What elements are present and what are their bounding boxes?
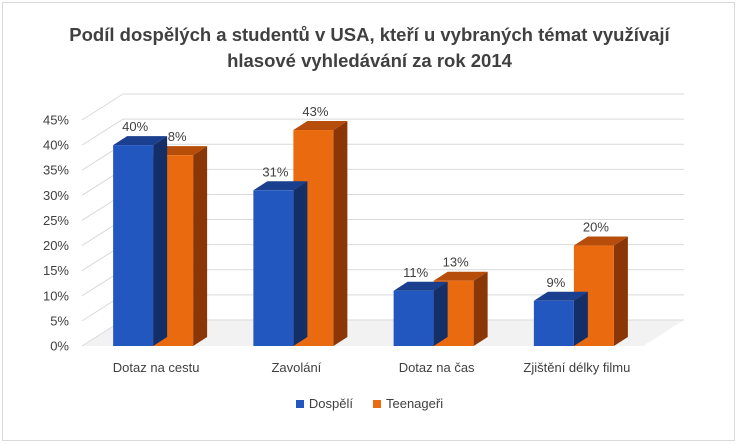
data-label-dosp-l--0: 40% bbox=[122, 119, 148, 134]
bar-top-dosp-l--3 bbox=[533, 291, 588, 301]
data-label-teenage-i-0: 8% bbox=[168, 129, 187, 144]
y-tick-label: 0% bbox=[50, 339, 69, 354]
chart-title-line-2: hlasové vyhledávání za rok 2014 bbox=[227, 50, 512, 71]
bar-side-teenage-i-1 bbox=[333, 121, 348, 347]
bar-side-dosp-l--0 bbox=[153, 136, 168, 346]
chart-title: Podíl dospělých a studentů v USA, kteří … bbox=[0, 22, 739, 74]
legend-item-dospeli: Dospělí bbox=[295, 396, 353, 411]
bar-side-teenage-i-3 bbox=[613, 236, 628, 346]
bar-side-teenage-i-0 bbox=[193, 146, 208, 346]
y-tick-label: 5% bbox=[50, 313, 69, 328]
gridline-side-8 bbox=[81, 118, 124, 146]
legend-label-teenageri: Teenageři bbox=[385, 396, 444, 411]
chart-title-line-1: Podíl dospělých a studentů v USA, kteří … bbox=[69, 24, 670, 45]
bar-side-dosp-l--2 bbox=[433, 281, 448, 346]
y-tick-label: 25% bbox=[43, 213, 69, 228]
data-label-teenage-i-3: 20% bbox=[583, 220, 609, 235]
bar-top-teenage-i-1 bbox=[293, 121, 348, 131]
y-tick-label: 30% bbox=[43, 188, 69, 203]
y-tick-label: 10% bbox=[43, 288, 69, 303]
data-label-teenage-i-2: 13% bbox=[443, 255, 469, 270]
legend-swatch-teenageri bbox=[372, 399, 381, 408]
bar-top-teenage-i-3 bbox=[573, 236, 628, 246]
legend-item-teenageri: Teenageři bbox=[372, 396, 444, 411]
y-tick-label: 15% bbox=[43, 263, 69, 278]
bar-side-teenage-i-2 bbox=[473, 271, 488, 346]
x-category-label: Dotaz na cestu bbox=[113, 360, 200, 375]
y-tick-label: 40% bbox=[43, 138, 69, 153]
data-label-dosp-l--3: 9% bbox=[546, 275, 565, 290]
chart-legend: Dospělí Teenageři bbox=[0, 396, 739, 411]
bar-dosp-l--1 bbox=[253, 190, 294, 346]
x-category-label: Dotaz na čas bbox=[399, 360, 475, 375]
bar-top-teenage-i-2 bbox=[433, 271, 488, 281]
x-category-label: Zjištění délky filmu bbox=[523, 360, 630, 375]
bar-side-dosp-l--1 bbox=[293, 181, 308, 346]
x-category-label: Zavolání bbox=[271, 360, 321, 375]
y-tick-label: 20% bbox=[43, 238, 69, 253]
bar-top-dosp-l--1 bbox=[253, 181, 308, 191]
bar-dosp-l--0 bbox=[113, 145, 154, 346]
bar-top-dosp-l--2 bbox=[393, 281, 448, 291]
legend-label-dospeli: Dospělí bbox=[308, 396, 353, 411]
y-tick-label: 45% bbox=[43, 113, 69, 128]
bar-dosp-l--3 bbox=[533, 300, 574, 346]
gridline-side-9 bbox=[81, 93, 124, 121]
data-label-teenage-i-1: 43% bbox=[302, 104, 328, 119]
chart-floor bbox=[82, 320, 684, 346]
data-label-dosp-l--2: 11% bbox=[403, 265, 428, 280]
bar-top-dosp-l--0 bbox=[113, 136, 168, 146]
bar-dosp-l--2 bbox=[393, 290, 434, 346]
y-tick-label: 35% bbox=[43, 163, 69, 178]
data-label-dosp-l--1: 31% bbox=[262, 164, 288, 179]
bar-side-dosp-l--3 bbox=[573, 291, 588, 346]
legend-swatch-dospeli bbox=[295, 399, 304, 408]
